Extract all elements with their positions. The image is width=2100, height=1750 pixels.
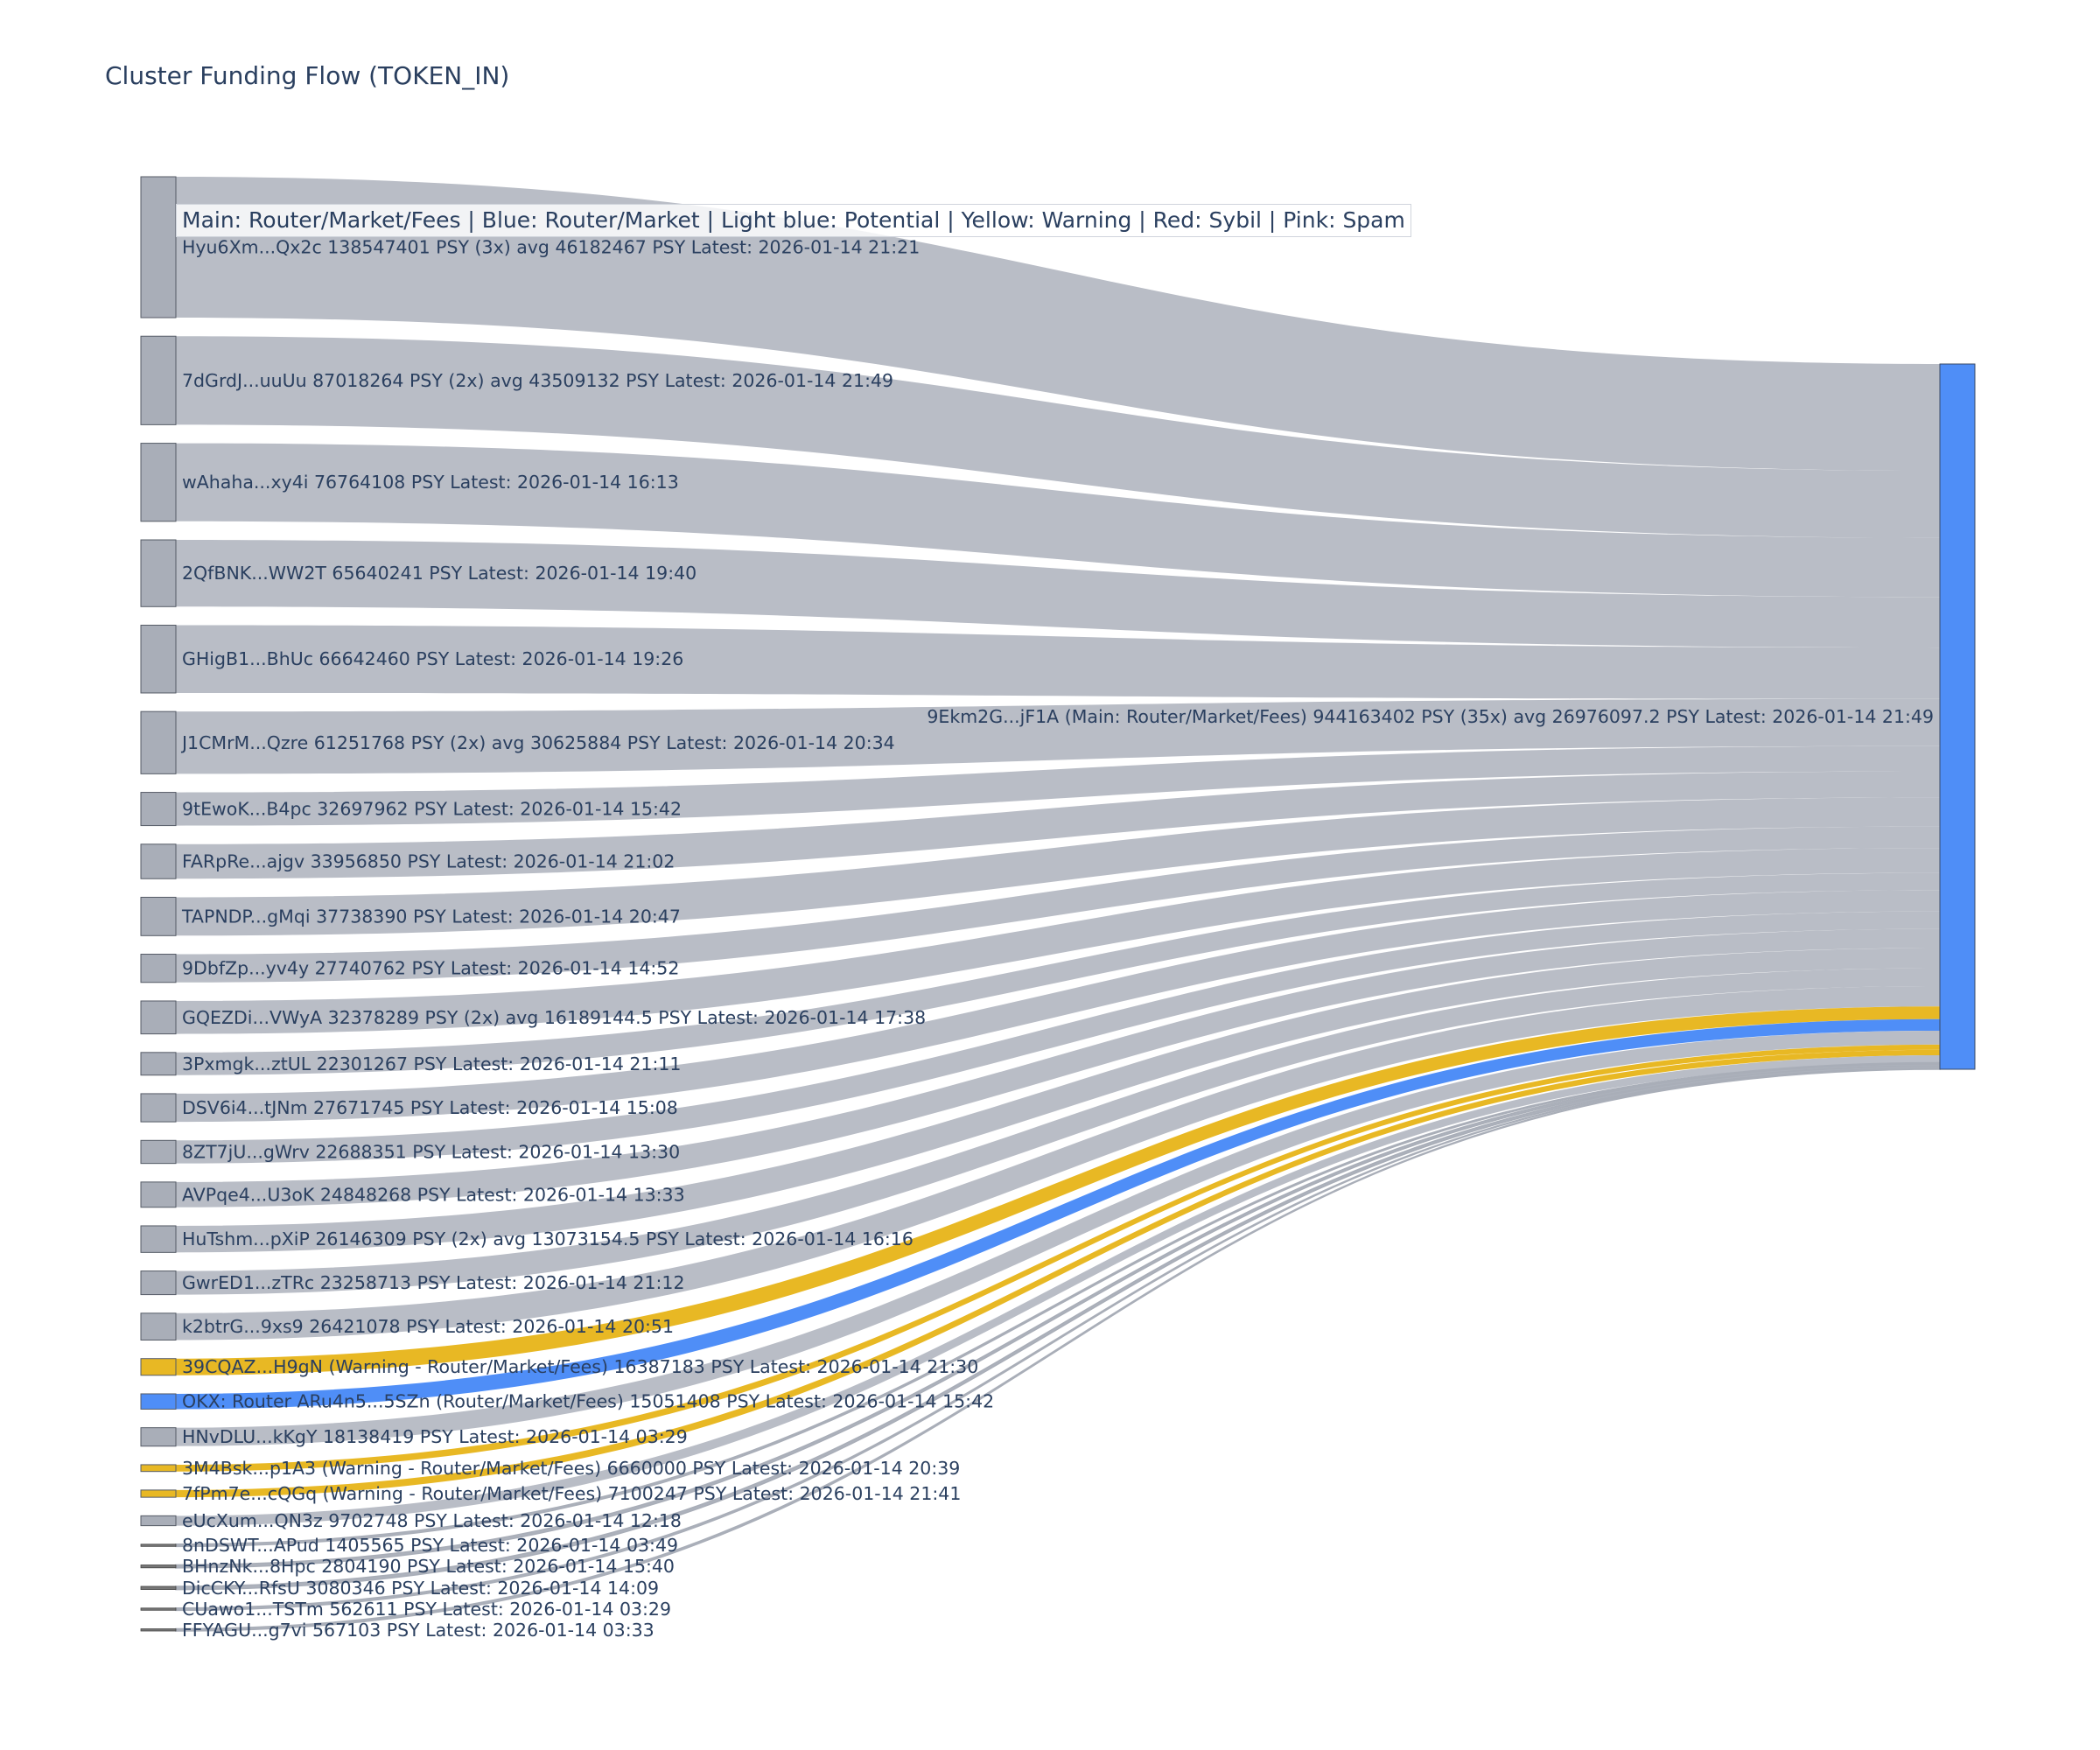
source-node[interactable]	[140, 792, 177, 827]
source-node-label: FARpRe...ajgv 33956850 PSY Latest: 2026-…	[182, 851, 675, 872]
source-node[interactable]	[140, 710, 177, 774]
source-node[interactable]	[140, 1270, 177, 1296]
source-node-label: GwrED1...zTRc 23258713 PSY Latest: 2026-…	[182, 1272, 685, 1293]
source-node-label: Hyu6Xm...Qx2c 138547401 PSY (3x) avg 461…	[182, 237, 920, 258]
source-node-label: GQEZDi...VWyA 32378289 PSY (2x) avg 1618…	[182, 1007, 926, 1028]
source-node[interactable]	[140, 539, 177, 607]
source-node-label: BHnzNk...8Hpc 2804190 PSY Latest: 2026-0…	[182, 1556, 675, 1577]
flow-link	[176, 625, 1940, 699]
source-node[interactable]	[140, 625, 177, 694]
source-node[interactable]	[140, 1607, 177, 1611]
flow-link	[176, 1018, 1940, 1410]
source-node[interactable]	[140, 896, 177, 936]
flow-link	[176, 848, 1940, 1034]
source-node-label: HuTshm...pXiP 26146309 PSY (2x) avg 1307…	[182, 1228, 914, 1250]
flow-link	[176, 872, 1940, 1075]
flow-link	[176, 968, 1940, 1295]
source-node-label: 2QfBNK...WW2T 65640241 PSY Latest: 2026-…	[182, 563, 696, 584]
flow-link	[176, 928, 1940, 1208]
flow-link	[176, 540, 1940, 648]
flow-link	[176, 1006, 1940, 1376]
source-node[interactable]	[140, 1312, 177, 1341]
source-node-label: k2btrG...9xs9 26421078 PSY Latest: 2026-…	[182, 1316, 674, 1337]
flow-link	[176, 1044, 1940, 1472]
source-node-label: eUcXum...QN3z 9702748 PSY Latest: 2026-0…	[182, 1510, 682, 1531]
flow-link	[176, 826, 1940, 983]
chart-title: Cluster Funding Flow (TOKEN_IN)	[105, 61, 510, 90]
source-node[interactable]	[140, 1393, 177, 1410]
source-node[interactable]	[140, 1000, 177, 1035]
source-node-label: 9DbfZp...yv4y 27740762 PSY Latest: 2026-…	[182, 958, 679, 979]
flow-link	[176, 177, 1940, 472]
flow-link	[176, 746, 1940, 826]
source-node-label: wAhaha...xy4i 76764108 PSY Latest: 2026-…	[182, 472, 679, 493]
source-node[interactable]	[140, 1564, 177, 1569]
flow-link	[176, 443, 1940, 598]
source-node[interactable]	[140, 443, 177, 522]
source-node[interactable]	[140, 1628, 177, 1632]
source-node-label: J1CMrM...Qzre 61251768 PSY (2x) avg 3062…	[180, 732, 895, 753]
source-node[interactable]	[140, 1052, 177, 1076]
flow-link	[176, 890, 1940, 1123]
source-node-label: 9tEwoK...B4pc 32697962 PSY Latest: 2026-…	[182, 799, 682, 820]
source-node-label: DicCKY...RfsU 3080346 PSY Latest: 2026-0…	[182, 1578, 659, 1599]
source-node-label: FFYAGU...g7vi 567103 PSY Latest: 2026-01…	[182, 1620, 654, 1641]
flow-link	[176, 985, 1940, 1340]
source-node[interactable]	[140, 844, 177, 879]
flow-link	[176, 948, 1940, 1253]
source-node-label: AVPqe4...U3oK 24848268 PSY Latest: 2026-…	[182, 1184, 685, 1205]
source-node[interactable]	[140, 1515, 177, 1527]
source-node-label: 8ZT7jU...gWrv 22688351 PSY Latest: 2026-…	[182, 1141, 680, 1162]
source-node[interactable]	[140, 1181, 177, 1208]
source-node[interactable]	[140, 1586, 177, 1590]
source-node-label: GHigB1...BhUc 66642460 PSY Latest: 2026-…	[182, 648, 683, 669]
source-node[interactable]	[140, 1225, 177, 1253]
source-node[interactable]	[140, 1464, 177, 1473]
source-node[interactable]	[140, 1093, 177, 1123]
target-node-label: 9Ekm2G...jF1A (Main: Router/Market/Fees)…	[927, 706, 1934, 727]
flow-link	[176, 1030, 1940, 1446]
source-node-label: 7fPm7e...cQGq (Warning - Router/Market/F…	[182, 1483, 961, 1504]
flow-link	[176, 1049, 1940, 1498]
source-node-label: 3M4Bsk...p1A3 (Warning - Router/Market/F…	[182, 1458, 960, 1479]
flow-link	[176, 1055, 1940, 1526]
source-node-label: OKX: Router ARu4n5...5SZn (Router/Market…	[182, 1391, 994, 1412]
source-node[interactable]	[140, 1544, 177, 1547]
source-node-label: 7dGrdJ...uuUu 87018264 PSY (2x) avg 4350…	[182, 370, 893, 391]
flow-link	[176, 797, 1940, 936]
source-node[interactable]	[140, 176, 177, 318]
source-node[interactable]	[140, 335, 177, 425]
source-node[interactable]	[140, 1489, 177, 1498]
source-node-label: TAPNDP...gMqi 37738390 PSY Latest: 2026-…	[181, 906, 681, 927]
legend-annotation: Main: Router/Market/Fees | Blue: Router/…	[176, 204, 1411, 237]
target-node[interactable]	[1939, 363, 1976, 1070]
sankey-nodes	[140, 176, 1976, 1632]
source-node[interactable]	[140, 954, 177, 984]
source-node-label: 8nDSWT...APud 1405565 PSY Latest: 2026-0…	[182, 1535, 678, 1556]
flow-link	[176, 698, 1940, 774]
flow-link	[176, 771, 1940, 879]
sankey-links	[175, 177, 1941, 1632]
flow-link	[176, 336, 1940, 538]
source-node-label: DSV6i4...tJNm 27671745 PSY Latest: 2026-…	[182, 1097, 678, 1118]
source-node-label: 3Pxmgk...ztUL 22301267 PSY Latest: 2026-…	[182, 1054, 681, 1074]
sankey-labels: Hyu6Xm...Qx2c 138547401 PSY (3x) avg 461…	[180, 237, 1934, 1641]
source-node-label: HNvDLU...kKgY 18138419 PSY Latest: 2026-…	[182, 1426, 688, 1447]
source-node-label: 39CQAZ...H9gN (Warning - Router/Market/F…	[182, 1356, 978, 1377]
source-node[interactable]	[140, 1358, 177, 1376]
source-node-label: CUawo1...TSTm 562611 PSY Latest: 2026-01…	[182, 1599, 671, 1620]
source-node[interactable]	[140, 1139, 177, 1165]
flow-link	[176, 911, 1940, 1164]
source-node[interactable]	[140, 1427, 177, 1447]
